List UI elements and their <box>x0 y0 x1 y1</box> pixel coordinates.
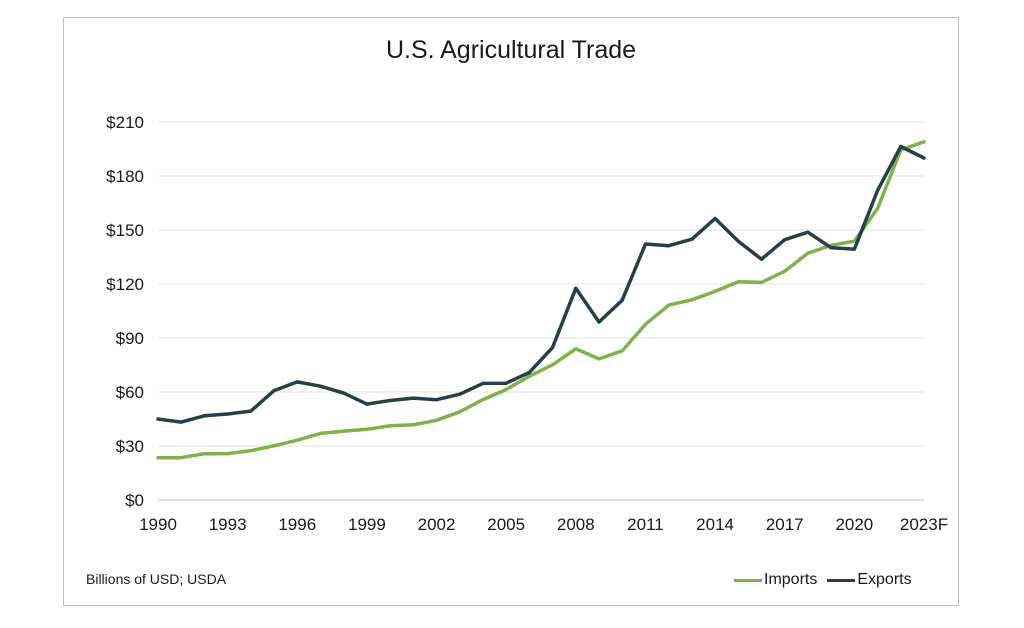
data-point-imports <box>388 424 392 428</box>
legend-label: Exports <box>857 571 912 588</box>
data-point-exports <box>481 381 485 385</box>
x-tick-label: 1990 <box>139 515 177 534</box>
x-tick-label: 2014 <box>696 515 734 534</box>
data-point-exports <box>411 396 415 400</box>
data-point-exports <box>643 242 648 246</box>
data-point-imports <box>806 251 810 255</box>
data-point-imports <box>713 289 717 293</box>
data-point-exports <box>226 412 230 416</box>
data-point-imports <box>249 449 253 453</box>
data-point-exports <box>899 144 903 149</box>
line-chart: $0 $30 $60 $90 $120 $150 $180 $210 1990 1993 1996 1… <box>106 113 948 534</box>
data-point-imports <box>574 347 578 351</box>
x-tick-label: 2002 <box>418 515 456 534</box>
series-line-imports <box>156 140 926 460</box>
data-point-exports <box>388 398 392 403</box>
data-point-imports <box>783 269 787 273</box>
data-point-imports <box>434 418 439 422</box>
data-point-exports <box>597 320 601 324</box>
legend-label: Imports <box>764 571 818 588</box>
data-point-exports <box>342 391 346 395</box>
legend-swatch <box>734 578 762 582</box>
data-point-imports <box>411 423 415 427</box>
data-point-imports <box>179 456 183 460</box>
data-point-imports <box>736 280 740 284</box>
chart-frame: U.S. Agricultural Trade $0 $30 $60 $90 $120 $… <box>63 17 959 606</box>
data-point-exports <box>713 216 717 221</box>
data-point-exports <box>783 238 787 242</box>
data-point-exports <box>736 239 740 243</box>
data-point-exports <box>759 257 764 261</box>
data-point-exports <box>551 345 555 349</box>
data-point-exports <box>458 392 462 396</box>
data-point-exports <box>527 370 531 374</box>
x-tick-label: 2017 <box>766 515 804 534</box>
x-tick-label: 1996 <box>278 515 316 534</box>
chart-title: U.S. Agricultural Trade <box>385 36 637 64</box>
x-tick-label: 2023F <box>900 515 948 534</box>
data-point-exports <box>202 414 207 418</box>
data-point-exports <box>875 188 880 192</box>
data-point-exports <box>806 230 810 234</box>
data-point-imports <box>295 438 299 442</box>
data-point-imports <box>852 239 856 243</box>
data-point-imports <box>875 206 880 210</box>
data-point-exports <box>829 246 833 250</box>
data-point-imports <box>458 410 462 414</box>
data-point-exports <box>852 247 856 251</box>
data-point-imports <box>226 451 230 456</box>
data-point-exports <box>690 237 694 241</box>
data-point-exports <box>249 409 253 413</box>
x-tick-label: 2008 <box>557 515 595 534</box>
data-point-exports <box>667 244 671 248</box>
data-point-imports <box>643 322 648 326</box>
data-point-imports <box>342 429 346 433</box>
legend-item-imports: Imports <box>734 571 817 589</box>
x-tick-label: 2011 <box>627 515 664 534</box>
data-point-imports <box>551 363 555 367</box>
data-point-exports <box>922 156 926 160</box>
data-point-imports <box>272 444 276 448</box>
data-point-exports <box>620 298 624 302</box>
data-point-exports <box>504 381 508 385</box>
data-point-imports <box>690 298 694 302</box>
data-point-imports <box>504 387 508 392</box>
y-tick-label: $30 <box>116 437 144 456</box>
data-point-exports <box>434 398 439 402</box>
data-point-exports <box>365 402 369 406</box>
data-point-imports <box>620 349 624 353</box>
y-tick-label: $180 <box>106 167 144 186</box>
legend-swatch <box>827 578 856 582</box>
data-point-exports <box>318 384 323 388</box>
x-tick-label: 1999 <box>348 515 386 534</box>
y-tick-label: $150 <box>106 221 144 240</box>
data-point-exports <box>574 286 578 290</box>
y-tick-label: $0 <box>125 491 144 510</box>
data-point-imports <box>365 427 369 431</box>
legend: Imports Exports <box>734 571 922 589</box>
y-tick-label: $120 <box>106 275 144 294</box>
source-note: Billions of USD; USDA <box>86 571 227 587</box>
legend-item-exports: Exports <box>827 571 912 589</box>
x-tick-label: 1993 <box>209 515 247 534</box>
x-tick-label: 2005 <box>487 515 525 534</box>
data-point-imports <box>922 140 926 144</box>
data-point-imports <box>667 303 671 307</box>
data-point-exports <box>295 380 299 384</box>
data-point-imports <box>759 280 764 284</box>
data-point-imports <box>318 431 323 435</box>
data-point-imports <box>597 357 601 361</box>
y-tick-label: $210 <box>106 113 144 132</box>
data-point-imports <box>481 397 485 402</box>
data-point-imports <box>527 374 531 378</box>
data-point-imports <box>202 452 207 456</box>
data-point-imports <box>156 456 160 460</box>
data-point-exports <box>179 420 183 424</box>
y-tick-label: $60 <box>116 383 144 402</box>
series-line-exports <box>156 144 926 424</box>
y-tick-label: $90 <box>116 329 144 348</box>
x-tick-label: 2020 <box>835 515 873 534</box>
data-point-exports <box>272 388 276 393</box>
data-point-exports <box>156 417 160 421</box>
